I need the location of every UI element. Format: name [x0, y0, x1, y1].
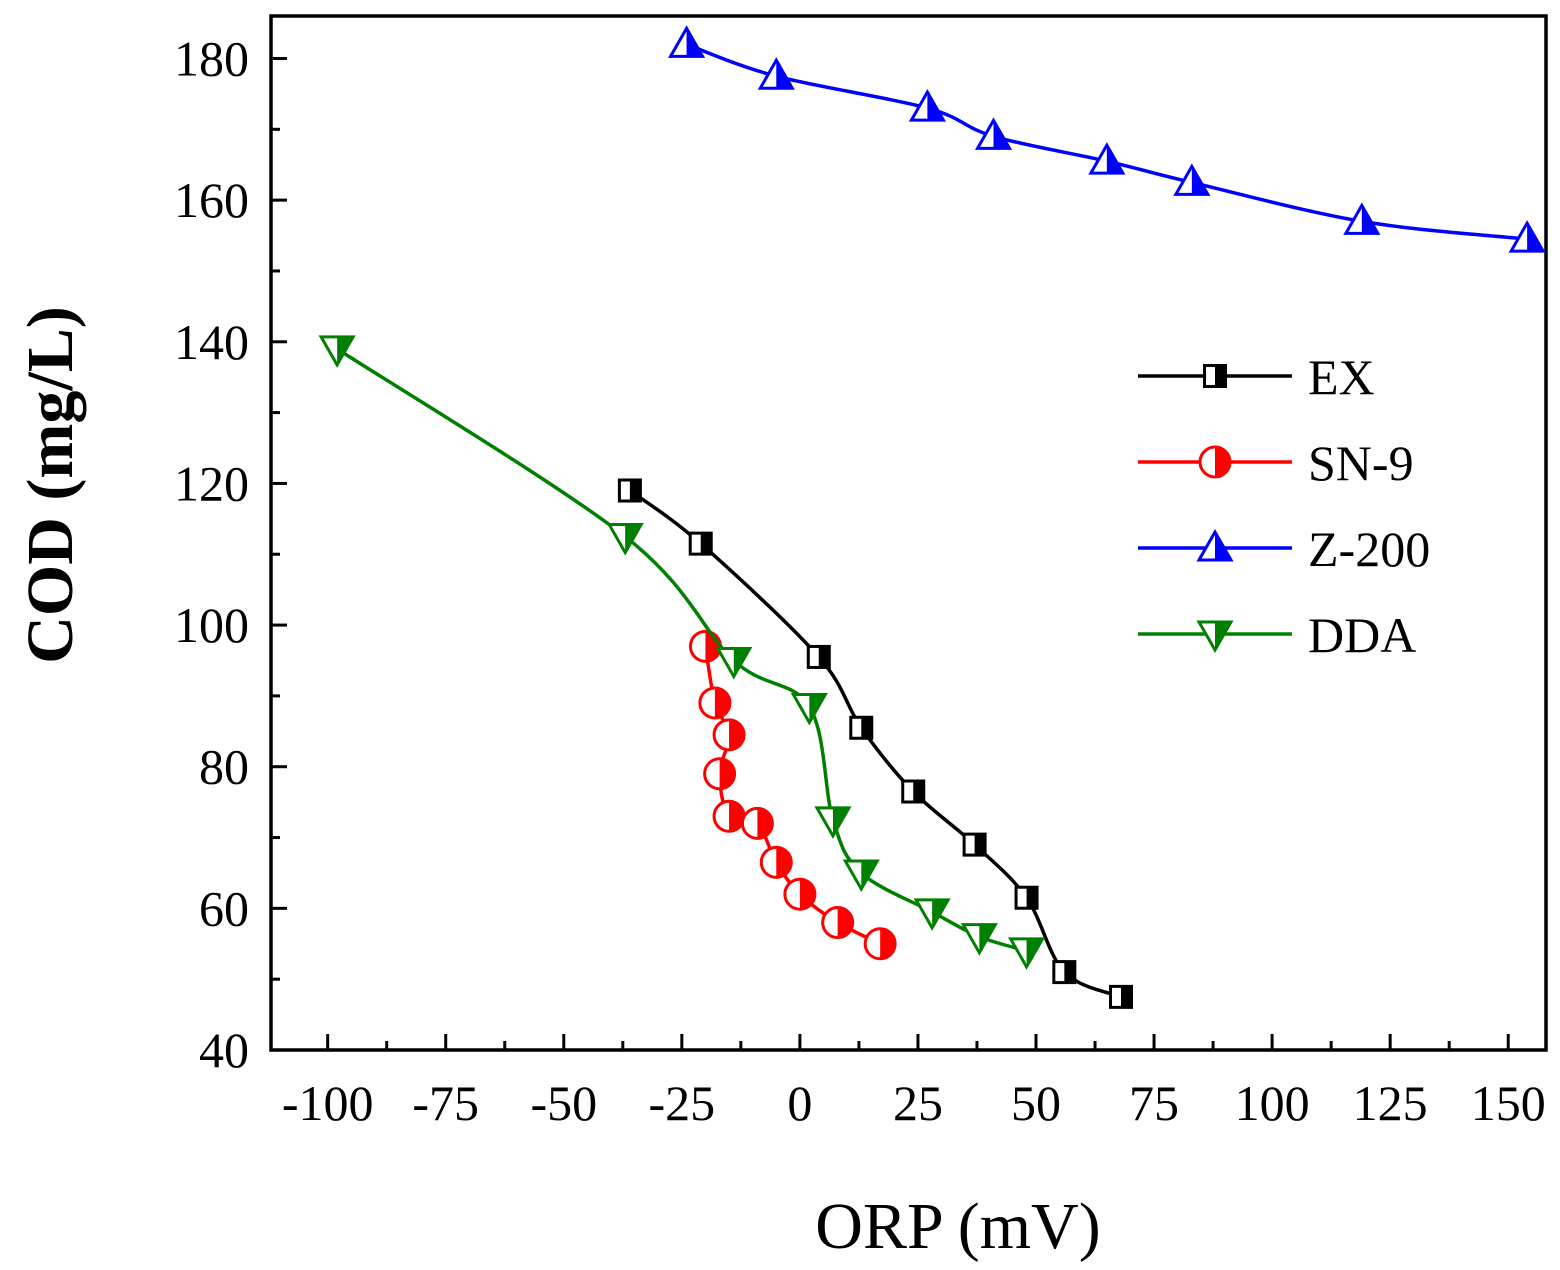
point-sn-9-marker-fill [714, 687, 730, 718]
y-axis-title: COD (mg/L) [14, 306, 87, 663]
point-sn-9-marker-fill [719, 758, 735, 789]
legend-label-dda: DDA [1308, 607, 1416, 663]
y-axis-ticks: 40 60 80 100 120 140 160 180 [174, 30, 287, 1078]
legend-entry-sn-9: SN-9 [1138, 435, 1414, 491]
legend-entry-ex: EX [1138, 349, 1375, 405]
series-ex-line [628, 489, 1122, 999]
point-sn-9-marker-fill [729, 719, 745, 750]
point-ex-marker-fill [1121, 986, 1132, 1008]
series-sn-9 [688, 629, 897, 961]
plot-frame [269, 14, 1548, 1052]
point-ex-marker-fill [861, 717, 872, 739]
series-layer [318, 25, 1546, 1009]
point-z-200-marker-fill [1106, 145, 1123, 174]
x-tick-label: -75 [412, 1075, 479, 1131]
y-tick-label: 120 [174, 455, 249, 511]
point-sn-9-marker-fill [757, 808, 773, 839]
x-tick-label: -50 [530, 1075, 597, 1131]
y-tick-label: 40 [199, 1022, 249, 1078]
point-sn-9-marker-fill [880, 928, 896, 959]
x-tick-label: -25 [649, 1075, 716, 1131]
point-sn-9-marker-fill [729, 801, 745, 832]
legend: EX SN-9 Z-200 DDA [1138, 349, 1430, 663]
legend-entry-dda: DDA [1138, 607, 1416, 663]
point-sn-9-marker-fill [799, 879, 815, 910]
x-tick-label: 50 [1011, 1075, 1061, 1131]
x-tick-label: 75 [1129, 1075, 1179, 1131]
point-z-200-marker-fill [1191, 166, 1208, 195]
x-tick-label: 150 [1471, 1075, 1546, 1131]
point-sn-9-marker-fill [776, 847, 792, 878]
point-ex-marker-fill [913, 781, 924, 802]
x-axis-ticks: -100 -75 -50 -25 0 25 50 75 100 125 150 [282, 1034, 1546, 1131]
point-sn-9-marker-fill [837, 907, 853, 938]
point-dda-marker-fill [861, 860, 878, 889]
legend-label-z-200: Z-200 [1308, 521, 1430, 577]
y-tick-label: 100 [174, 597, 249, 653]
x-tick-label: 25 [893, 1075, 943, 1131]
series-z-200 [667, 25, 1546, 253]
point-ex-marker-fill [700, 533, 712, 555]
y-tick-label: 80 [199, 739, 249, 795]
legend-sn-9-marker-fill [1215, 447, 1230, 477]
point-dda-marker-fill [979, 924, 996, 953]
point-z-200-marker-fill [1527, 223, 1544, 252]
x-axis-title: ORP (mV) [815, 1190, 1100, 1263]
legend-dda-marker-fill [1215, 622, 1231, 650]
y-tick-label: 140 [174, 314, 249, 370]
x-tick-label: 0 [787, 1075, 812, 1131]
point-z-200-marker-fill [927, 92, 944, 121]
point-ex-marker-fill [974, 834, 986, 856]
point-dda-marker-fill [1026, 938, 1043, 967]
point-z-200-marker-fill [686, 28, 703, 57]
series-ex [617, 478, 1133, 1009]
point-ex-marker-fill [818, 646, 830, 668]
point-dda-marker-fill [733, 648, 750, 677]
point-dda-marker-fill [337, 336, 354, 365]
point-dda-marker-fill [625, 524, 642, 553]
legend-entry-z-200: Z-200 [1138, 521, 1430, 577]
x-tick-label: -100 [282, 1075, 374, 1131]
point-dda-marker-fill [832, 807, 849, 836]
legend-ex-marker-fill [1215, 365, 1226, 387]
point-dda-marker-fill [809, 694, 826, 723]
legend-label-ex: EX [1308, 349, 1375, 405]
series-dda-line [336, 347, 1028, 953]
y-tick-label: 160 [174, 172, 249, 228]
x-tick-label: 100 [1235, 1075, 1310, 1131]
series-dda [318, 335, 1046, 970]
point-z-200-marker-fill [1361, 205, 1378, 234]
point-z-200-marker-fill [776, 60, 793, 89]
point-dda-marker-fill [932, 899, 949, 928]
x-tick-label: 125 [1353, 1075, 1428, 1131]
legend-z-200-marker-fill [1215, 532, 1231, 560]
y-tick-label: 60 [199, 880, 249, 936]
point-ex-marker-fill [629, 480, 641, 502]
point-ex-marker-fill [1026, 887, 1038, 909]
legend-label-sn-9: SN-9 [1308, 435, 1414, 491]
series-z-200-line [685, 42, 1528, 241]
y-tick-label: 180 [174, 30, 249, 86]
point-z-200-marker-fill [993, 120, 1010, 149]
point-ex-marker-fill [1064, 961, 1075, 983]
